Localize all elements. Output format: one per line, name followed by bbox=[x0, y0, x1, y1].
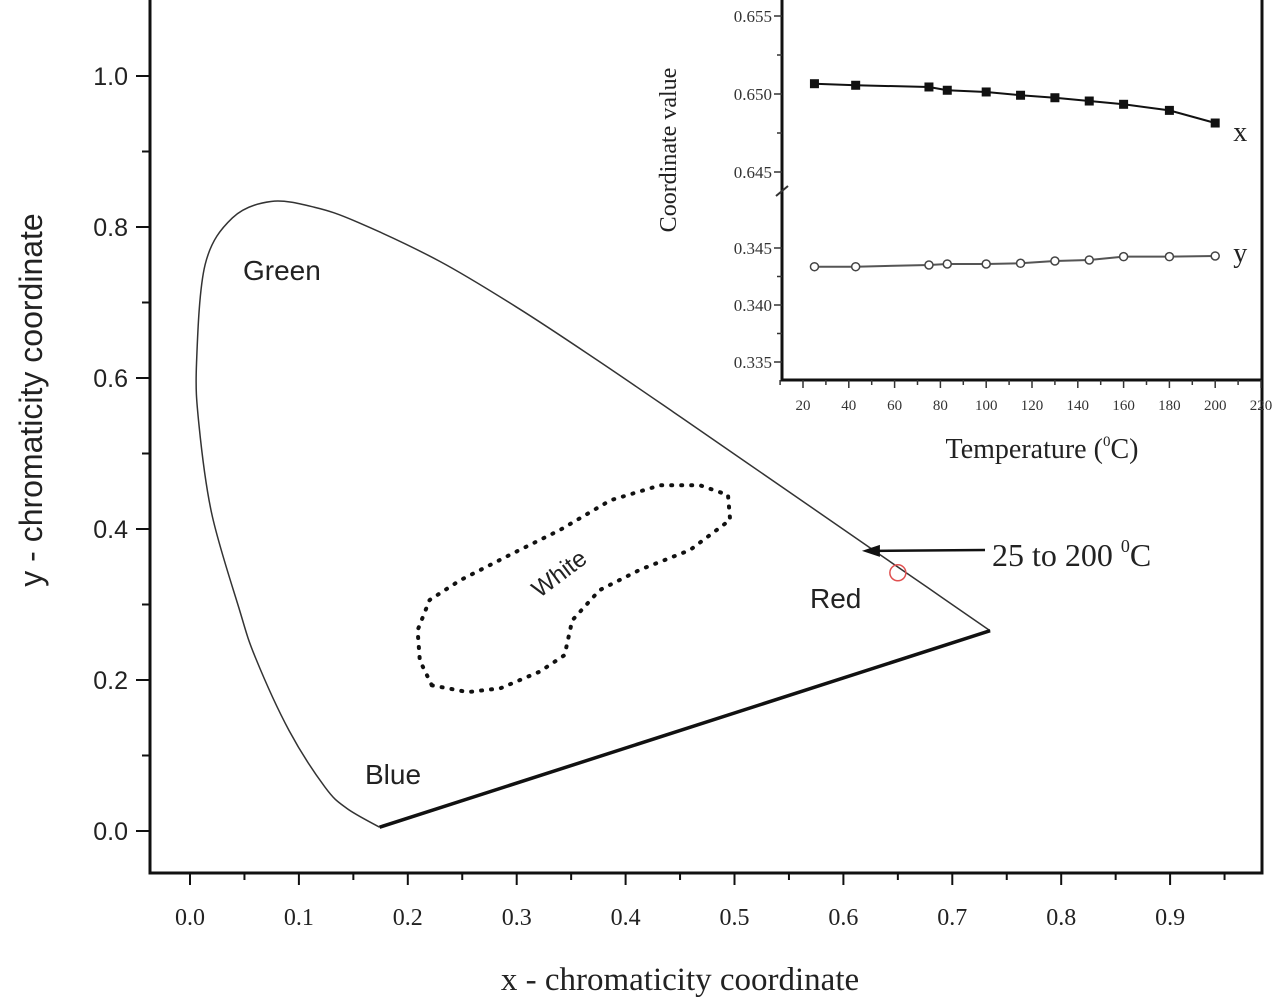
inset-series-y-point bbox=[1164, 251, 1175, 262]
x-tick-label: 0.3 bbox=[502, 905, 532, 931]
inset-series-y-point bbox=[924, 260, 934, 270]
x-tick-label: 0.4 bbox=[611, 905, 641, 931]
y-tick-label: 0.0 bbox=[93, 818, 128, 846]
y-tick-label: 1.0 bbox=[93, 63, 128, 91]
y-tick-label: 0.2 bbox=[93, 667, 128, 695]
inset-x-tick-label: 220 bbox=[1250, 398, 1273, 414]
inset-series-y-point bbox=[1118, 251, 1129, 262]
x-tick-label: 0.0 bbox=[175, 905, 205, 931]
inset-axis-break-mark bbox=[775, 185, 789, 197]
inset-series-y-point bbox=[942, 259, 953, 269]
x-tick-label: 0.8 bbox=[1046, 905, 1076, 931]
inset-x-tick-label: 40 bbox=[841, 398, 856, 414]
temperature-range-annotation: 25 to 200 0C bbox=[992, 536, 1151, 573]
inset-series-x-point bbox=[1050, 93, 1060, 103]
inset-series-y-point bbox=[981, 259, 991, 269]
inset-series-x-point bbox=[1119, 99, 1129, 109]
inset-y-tick-label: 0.650 bbox=[734, 85, 772, 104]
inset-series-x-point bbox=[924, 82, 934, 92]
x-tick-label: 0.2 bbox=[393, 905, 423, 931]
region-label-green: Green bbox=[243, 255, 321, 286]
y-tick-label: 0.8 bbox=[93, 214, 128, 242]
inset-series-x-point bbox=[809, 79, 819, 89]
inset-x-tick-label: 180 bbox=[1158, 398, 1181, 414]
inset-x-tick-label: 60 bbox=[887, 398, 902, 414]
inset-x-tick-label: 20 bbox=[796, 398, 811, 414]
region-label-red: Red bbox=[810, 583, 861, 614]
x-tick-label: 0.9 bbox=[1155, 905, 1185, 931]
inset-series-label: y bbox=[1233, 238, 1247, 269]
inset-x-tick-label: 160 bbox=[1112, 398, 1135, 414]
inset-series-x-point bbox=[942, 85, 952, 95]
inset-series-x-point bbox=[1084, 96, 1094, 106]
sample-point-marker bbox=[889, 564, 907, 582]
annotation-arrow-head bbox=[861, 544, 880, 557]
inset-x-tick-label: 120 bbox=[1021, 398, 1044, 414]
inset-y-tick-label: 0.645 bbox=[734, 163, 772, 182]
inset-frame bbox=[780, 0, 1264, 382]
y-tick-label: 0.6 bbox=[93, 365, 128, 393]
inset-series-y-point bbox=[1084, 255, 1094, 265]
y-axis-title: y - chromaticity coordinate bbox=[13, 213, 49, 586]
inset-y-axis-title: Coordinate value bbox=[656, 68, 682, 233]
inset-series-x-point bbox=[851, 80, 861, 90]
region-label-white: White bbox=[527, 545, 592, 603]
inset-series-y-point bbox=[809, 261, 820, 272]
plot-frame bbox=[148, 0, 1264, 875]
x-tick-label: 0.5 bbox=[720, 905, 750, 931]
inset-x-tick-label: 200 bbox=[1204, 398, 1227, 414]
inset-y-tick-label: 0.335 bbox=[734, 353, 772, 372]
purple-line bbox=[379, 629, 991, 829]
inset-series-x-point bbox=[1164, 105, 1174, 115]
inset-x-axis-title: Temperature (0C) bbox=[946, 434, 1139, 465]
inset-y-tick-label: 0.340 bbox=[734, 296, 772, 315]
inset-series-x-point bbox=[1210, 118, 1220, 128]
region-label-blue: Blue bbox=[365, 759, 421, 790]
inset-y-tick-label: 0.345 bbox=[734, 239, 772, 258]
inset-x-tick-label: 140 bbox=[1067, 398, 1090, 414]
x-tick-label: 0.6 bbox=[828, 905, 858, 931]
inset-series-y-point bbox=[1015, 258, 1026, 269]
white-region-outline bbox=[415, 483, 733, 695]
inset-series-x-point bbox=[981, 87, 991, 97]
annotation-arrow-line bbox=[875, 548, 986, 553]
inset-series-y-point bbox=[1050, 256, 1060, 266]
spectral-locus-curve bbox=[195, 200, 991, 828]
inset-series-y-point bbox=[1210, 251, 1220, 261]
x-tick-label: 0.7 bbox=[937, 905, 967, 931]
x-axis-title: x - chromaticity coordinate bbox=[501, 962, 859, 998]
inset-x-tick-label: 80 bbox=[933, 398, 948, 414]
inset-x-tick-label: 100 bbox=[975, 398, 998, 414]
inset-y-tick-label: 0.655 bbox=[734, 7, 772, 26]
y-tick-label: 0.4 bbox=[93, 516, 128, 544]
inset-series-label: x bbox=[1233, 117, 1247, 148]
x-tick-label: 0.1 bbox=[284, 905, 314, 931]
inset-series-y-point bbox=[850, 261, 861, 272]
inset-series-x-point bbox=[1016, 90, 1026, 100]
